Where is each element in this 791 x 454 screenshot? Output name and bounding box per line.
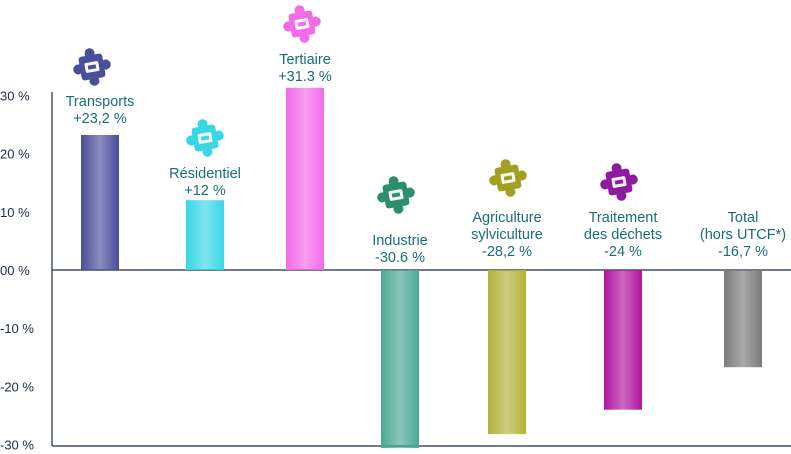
buildings-puzzle-icon: [186, 119, 224, 157]
bar: [604, 270, 642, 410]
category-label: sylviculture: [471, 227, 543, 243]
bar: [381, 270, 419, 449]
factory-puzzle-icon: [377, 176, 415, 214]
category-label: Transports: [66, 94, 135, 110]
y-tick-label: 10 %: [0, 205, 30, 220]
y-tick-label: -10 %: [0, 321, 34, 336]
bar: [81, 134, 119, 270]
bar: [488, 270, 526, 435]
category-label: Résidentiel: [169, 166, 241, 182]
bar: [724, 270, 762, 368]
recycle-bin-puzzle-icon: [600, 163, 638, 201]
category-label: Industrie: [372, 233, 428, 249]
data-label: -16,7 %: [718, 244, 768, 260]
category-label: Traitement: [589, 210, 658, 226]
data-label: -28,2 %: [482, 244, 532, 260]
bar: [186, 200, 224, 270]
y-tick-label: -20 %: [0, 379, 34, 394]
farm-puzzle-icon: [489, 159, 527, 197]
bar: [286, 87, 324, 270]
y-tick-label: 00 %: [0, 263, 30, 278]
data-label: +12 %: [184, 183, 226, 199]
data-label: +23,2 %: [73, 111, 127, 127]
truck-puzzle-icon: [73, 48, 111, 86]
data-label: -24 %: [604, 244, 642, 260]
category-label: Tertiaire: [279, 52, 331, 68]
category-label: des déchets: [584, 227, 662, 243]
y-tick-label: -30 %: [0, 438, 34, 453]
category-label: Total: [728, 210, 759, 226]
category-label: (hors UTCF*): [700, 227, 786, 243]
data-label: +31.3 %: [278, 69, 332, 85]
y-tick-label: 30 %: [0, 88, 30, 103]
data-label: -30.6 %: [375, 250, 425, 266]
category-label: Agriculture: [472, 210, 541, 226]
y-tick-label: 20 %: [0, 147, 30, 162]
euro-puzzle-icon: [283, 5, 321, 43]
